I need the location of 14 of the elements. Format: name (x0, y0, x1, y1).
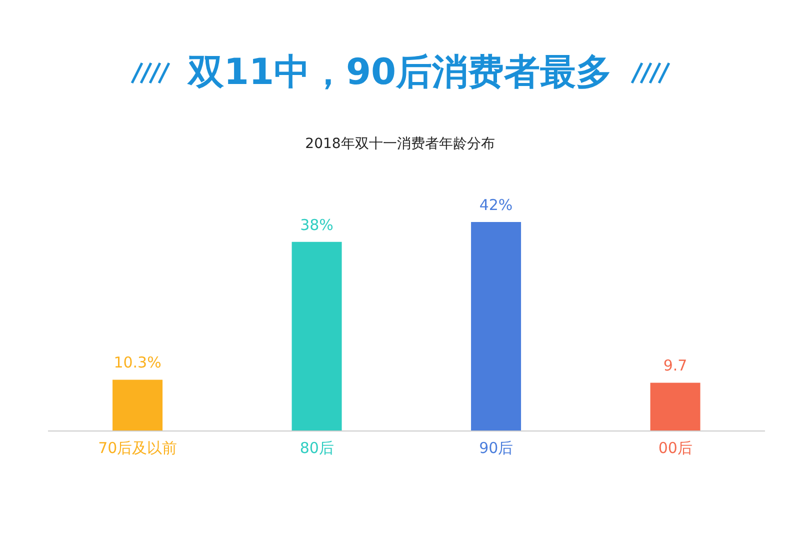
x-tick-label: 00后 (658, 439, 692, 457)
data-label: 42% (479, 196, 513, 214)
x-tick-label: 90后 (479, 439, 514, 457)
x-tick-label: 70后及以前 (98, 439, 178, 457)
data-label: 9.7 (663, 356, 688, 375)
bar (650, 382, 700, 431)
bar (292, 242, 342, 431)
bar (112, 380, 163, 431)
data-label: 38% (300, 216, 334, 234)
data-label: 10.3% (114, 354, 162, 372)
bar (471, 222, 522, 431)
chart-title: 双11中，90后消费者最多 (188, 51, 612, 95)
x-tick-label: 80后 (300, 439, 334, 457)
chart-subtitle: 2018年双十一消费者年龄分布 (304, 135, 496, 153)
